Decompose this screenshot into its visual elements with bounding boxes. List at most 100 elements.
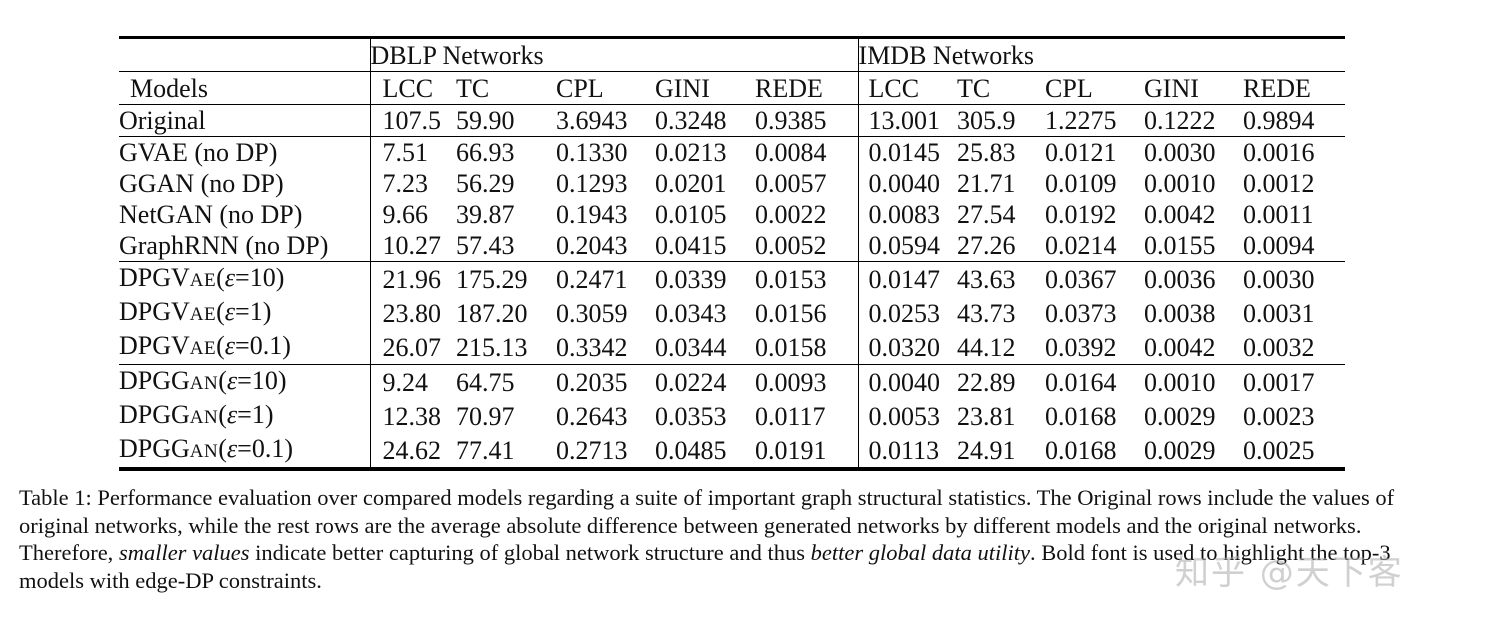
model-name: GraphRNN (no DP) (119, 231, 329, 260)
table-row: DPGGAN(ε=10) 9.24 64.75 0.2035 0.0224 0.0093 0… (119, 364, 1346, 399)
table-row: DPGVAE(ε=0.1) 26.07 215.13 0.3342 0.0344 0.01… (119, 330, 1345, 365)
metric-value-cell: 9.24 (369, 364, 456, 399)
table-row: NetGAN (no DP) 9.66 39.87 0.1943 0.0105 0.002… (119, 199, 1345, 230)
model-name-cell: DPGVAE(ε=1) (119, 296, 370, 330)
metric-header: GINI (655, 71, 755, 105)
epsilon-symbol: ε (224, 263, 236, 292)
results-table: DBLP Networks IMDB Networks Models LCC T… (119, 36, 1346, 471)
metric-value-cell: 0.0083 (857, 199, 958, 230)
metric-value-cell: 0.0594 (857, 230, 958, 262)
metric-value-cell: 12.38 (369, 399, 456, 433)
models-column-header: Models (119, 71, 370, 105)
metric-value-cell: 26.07 (369, 330, 456, 365)
model-name-suffix: =0.1) (237, 434, 293, 463)
metric-value-cell: 7.23 (369, 168, 456, 199)
group-header-imdb: IMDB Networks (857, 36, 1346, 72)
metric-value-cell: 0.0094 (1243, 231, 1315, 260)
paren-open: ( (218, 366, 227, 395)
metric-value-cell: 0.0121 (1045, 136, 1145, 168)
results-table-container: DBLP Networks IMDB Networks Models LCC T… (119, 36, 1346, 471)
model-name-smallcaps: AN (189, 407, 219, 428)
metric-value-cell: 25.83 (957, 136, 1046, 168)
model-name: NetGAN (no DP) (119, 200, 303, 229)
model-name-smallcaps: AN (189, 441, 219, 462)
metric-value-cell: 64.75 (456, 364, 556, 399)
metric-value-cell: 21.71 (957, 169, 1016, 198)
metric-value-cell: 305.9 (957, 104, 1046, 137)
model-name-cell: GVAE (no DP) (119, 136, 370, 168)
metric-value-cell: 0.0040 (857, 168, 958, 199)
metric-value-cell: 0.0011 (1243, 200, 1314, 229)
metric-value-cell: 0.0030 (1144, 136, 1244, 168)
metric-value-cell: 24.62 (369, 433, 456, 471)
metric-value-cell: 0.0214 (1045, 231, 1117, 260)
metric-value-cell: 0.0038 (1144, 298, 1216, 328)
metric-value-cell: 0.0168 (1045, 433, 1145, 471)
paren-open: ( (218, 400, 227, 429)
metric-value-cell: 0.0392 (1045, 332, 1117, 362)
metric-value-cell: 0.0213 (655, 136, 755, 168)
metric-header: LCC (369, 71, 456, 105)
metric-value-cell: 0.0032 (1243, 332, 1315, 362)
table-row: DPGVAE(ε=10) 21.96 175.29 0.2471 0.0339 0.015… (119, 261, 1346, 296)
metric-value-cell: 0.0093 (755, 364, 859, 399)
caption-emphasis: smaller values (118, 540, 250, 565)
metric-header: TC (957, 71, 1046, 105)
model-name-suffix: =1) (237, 400, 274, 429)
metric-value-cell: 0.0158 (755, 332, 827, 362)
metric-value-cell: 0.0201 (655, 169, 727, 198)
metric-value-cell: 0.0343 (655, 298, 727, 328)
metric-value-cell: 0.0017 (1243, 364, 1346, 399)
metric-value-cell: 0.2043 (556, 231, 628, 260)
metric-value-cell: 0.0105 (655, 200, 727, 229)
metric-value-cell: 0.0025 (1243, 433, 1346, 471)
metric-value-cell: 0.2713 (556, 433, 655, 471)
metric-value-cell: 0.0042 (1144, 332, 1216, 362)
model-name-suffix: =10) (235, 263, 285, 292)
epsilon-symbol: ε (226, 400, 238, 429)
metric-value-cell: 0.0022 (755, 200, 827, 229)
metric-header: GINI (1144, 71, 1244, 105)
paren-open: ( (216, 297, 225, 326)
metric-value-cell: 0.0164 (1045, 364, 1145, 399)
metric-value-cell: 1.2275 (1045, 104, 1145, 137)
paren-open: ( (218, 434, 227, 463)
metric-value-cell: 22.89 (957, 364, 1046, 399)
metric-value-cell: 0.0155 (1144, 231, 1216, 260)
metric-value-cell: 0.0057 (755, 169, 827, 198)
results-table-body: Original 107.5 59.90 3.6943 0.3248 0.9385 13.0… (119, 104, 1346, 471)
model-name-suffix: =1) (235, 297, 272, 326)
metric-value-cell: 0.1222 (1144, 104, 1244, 137)
metric-value-cell: 0.0023 (1243, 401, 1315, 431)
metric-value-cell: 187.20 (456, 298, 528, 328)
metric-value-cell: 27.26 (957, 231, 1016, 260)
metric-value-cell: 0.0016 (1243, 136, 1346, 168)
metric-header: CPL (556, 71, 655, 105)
watermark: 知乎 @天下客 (1175, 553, 1404, 593)
metric-value-cell: 0.0415 (655, 231, 727, 260)
metric-value-cell: 0.0339 (655, 261, 755, 296)
metric-value-cell: 7.51 (369, 136, 456, 168)
metric-value-cell: 0.0373 (1045, 298, 1117, 328)
metric-value-cell: 0.2035 (556, 364, 655, 399)
model-name-suffix: =0.1) (235, 331, 291, 360)
metric-value-cell: 0.0320 (857, 330, 958, 365)
metric-value-cell: 44.12 (957, 332, 1016, 362)
metric-value-cell: 0.0030 (1243, 261, 1346, 296)
epsilon-symbol: ε (224, 297, 236, 326)
metric-value-cell: 0.0156 (755, 298, 827, 328)
metric-value-cell: 0.0191 (755, 433, 859, 471)
metric-value-cell: 0.0029 (1144, 401, 1216, 431)
metric-value-cell: 27.54 (957, 200, 1016, 229)
metric-value-cell: 23.80 (369, 296, 456, 330)
metric-value-cell: 0.0031 (1243, 298, 1315, 328)
metric-value-cell: 0.2471 (556, 261, 655, 296)
model-name-prefix: DPGG (119, 366, 190, 395)
metric-value-cell: 0.0253 (857, 296, 958, 330)
metric-value-cell: 0.3342 (556, 332, 628, 362)
caption-text: Table 1: Performance evaluation over com… (19, 485, 1395, 565)
metric-value-cell: 0.0168 (1045, 401, 1117, 431)
metric-value-cell: 0.0145 (857, 136, 958, 168)
model-name-smallcaps: AE (189, 304, 217, 325)
paren-open: ( (216, 331, 225, 360)
